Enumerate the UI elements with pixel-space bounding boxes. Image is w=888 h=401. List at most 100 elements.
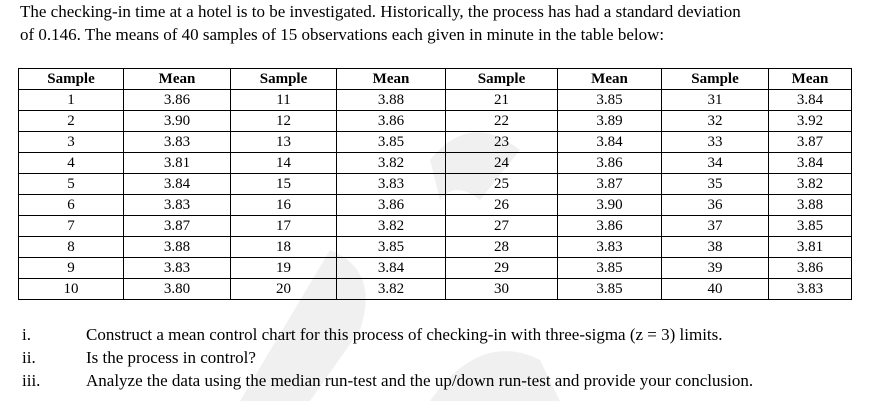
question-number: iii. (22, 371, 41, 390)
table-cell: 3.90 (123, 110, 231, 132)
table-cell: 26 (445, 194, 558, 216)
table-cell: 3.86 (336, 110, 446, 132)
table-cell: 27 (445, 215, 558, 237)
table-cell: 3.86 (768, 257, 852, 279)
table-cell: 3.81 (123, 152, 231, 174)
table-cell: 3.82 (336, 278, 446, 300)
table-cell: 3.85 (336, 236, 446, 258)
table-cell: 20 (230, 278, 337, 300)
table-cell: 3.87 (123, 215, 231, 237)
table-cell: 3.85 (557, 89, 662, 111)
table-row: 6 3.83 16 3.86 26 3.90 36 3.88 (18, 194, 852, 216)
table-cell: 3.86 (123, 89, 231, 111)
table-cell: 34 (661, 152, 769, 174)
header-cell: Mean (123, 68, 231, 90)
table-cell: 3.83 (123, 194, 231, 216)
table-row: 2 3.90 12 3.86 22 3.89 32 3.92 (18, 110, 852, 132)
question-text: Analyze the data using the median run-te… (86, 371, 754, 390)
table-row: 5 3.84 15 3.83 25 3.87 35 3.82 (18, 173, 852, 195)
header-cell: Sample (445, 68, 558, 90)
table-cell: 3.90 (557, 194, 662, 216)
table-cell: 8 (18, 236, 124, 258)
table-row: 4 3.81 14 3.82 24 3.86 34 3.84 (18, 152, 852, 174)
table-cell: 30 (445, 278, 558, 300)
table-cell: 40 (661, 278, 769, 300)
table-cell: 12 (230, 110, 337, 132)
table-row: 1 3.86 11 3.88 21 3.85 31 3.84 (18, 89, 852, 111)
table-cell: 39 (661, 257, 769, 279)
table-cell: 3.84 (557, 131, 662, 153)
table-cell: 29 (445, 257, 558, 279)
table-cell: 3.85 (557, 257, 662, 279)
table-cell: 3.84 (768, 152, 852, 174)
table-cell: 3.81 (768, 236, 852, 258)
table-cell: 3.84 (123, 173, 231, 195)
question-text: Construct a mean control chart for this … (86, 325, 723, 344)
table-cell: 3.89 (557, 110, 662, 132)
table-cell: 9 (18, 257, 124, 279)
table-row: 8 3.88 18 3.85 28 3.83 38 3.81 (18, 236, 852, 258)
header-cell: Sample (18, 68, 124, 90)
table-cell: 3.83 (123, 131, 231, 153)
table-cell: 36 (661, 194, 769, 216)
table-cell: 21 (445, 89, 558, 111)
table-cell: 10 (18, 278, 124, 300)
question-text: Is the process in control? (86, 348, 256, 367)
table-cell: 3.88 (768, 194, 852, 216)
intro-line: The checking-in time at a hotel is to be… (20, 2, 741, 21)
table-cell: 3.86 (336, 194, 446, 216)
table-cell: 3.85 (336, 131, 446, 153)
table-cell: 3.80 (123, 278, 231, 300)
table-cell: 3.83 (557, 236, 662, 258)
table-cell: 14 (230, 152, 337, 174)
table-row: 9 3.83 19 3.84 29 3.85 39 3.86 (18, 257, 852, 279)
table-cell: 3.83 (123, 257, 231, 279)
table-cell: 3 (18, 131, 124, 153)
table-cell: 15 (230, 173, 337, 195)
table-cell: 37 (661, 215, 769, 237)
table-cell: 6 (18, 194, 124, 216)
table-cell: 3.87 (557, 173, 662, 195)
table-cell: 3.85 (768, 215, 852, 237)
table-cell: 3.83 (768, 278, 852, 300)
table-cell: 24 (445, 152, 558, 174)
table-cell: 3.84 (336, 257, 446, 279)
header-cell: Mean (336, 68, 446, 90)
header-row: Sample Mean Sample Mean Sample Mean Sample Mean (18, 68, 852, 90)
table-cell: 19 (230, 257, 337, 279)
table-cell: 18 (230, 236, 337, 258)
table-cell: 3.82 (336, 215, 446, 237)
table-cell: 13 (230, 131, 337, 153)
table-row: 10 3.80 20 3.82 30 3.85 40 3.83 (18, 278, 852, 300)
table-cell: 3.82 (336, 152, 446, 174)
table-cell: 4 (18, 152, 124, 174)
header-cell: Mean (768, 68, 852, 90)
table-cell: 3.88 (123, 236, 231, 258)
table-cell: 17 (230, 215, 337, 237)
table-row: 7 3.87 17 3.82 27 3.86 37 3.85 (18, 215, 852, 237)
table-cell: 3.92 (768, 110, 852, 132)
table-cell: 11 (230, 89, 337, 111)
table-cell: 3.83 (336, 173, 446, 195)
table-cell: 3.88 (336, 89, 446, 111)
table-cell: 3.85 (557, 278, 662, 300)
table-cell: 23 (445, 131, 558, 153)
question-number: i. (22, 325, 31, 344)
table-cell: 31 (661, 89, 769, 111)
table-cell: 7 (18, 215, 124, 237)
table-cell: 3.86 (557, 152, 662, 174)
table-cell: 22 (445, 110, 558, 132)
table-cell: 3.84 (768, 89, 852, 111)
table-cell: 28 (445, 236, 558, 258)
table-cell: 3.87 (768, 131, 852, 153)
table-cell: 38 (661, 236, 769, 258)
header-cell: Sample (661, 68, 769, 90)
question-number: ii. (22, 348, 36, 367)
table-cell: 35 (661, 173, 769, 195)
table-row: 3 3.83 13 3.85 23 3.84 33 3.87 (18, 131, 852, 153)
header-cell: Mean (557, 68, 662, 90)
table-cell: 33 (661, 131, 769, 153)
table-cell: 3.82 (768, 173, 852, 195)
table-cell: 25 (445, 173, 558, 195)
